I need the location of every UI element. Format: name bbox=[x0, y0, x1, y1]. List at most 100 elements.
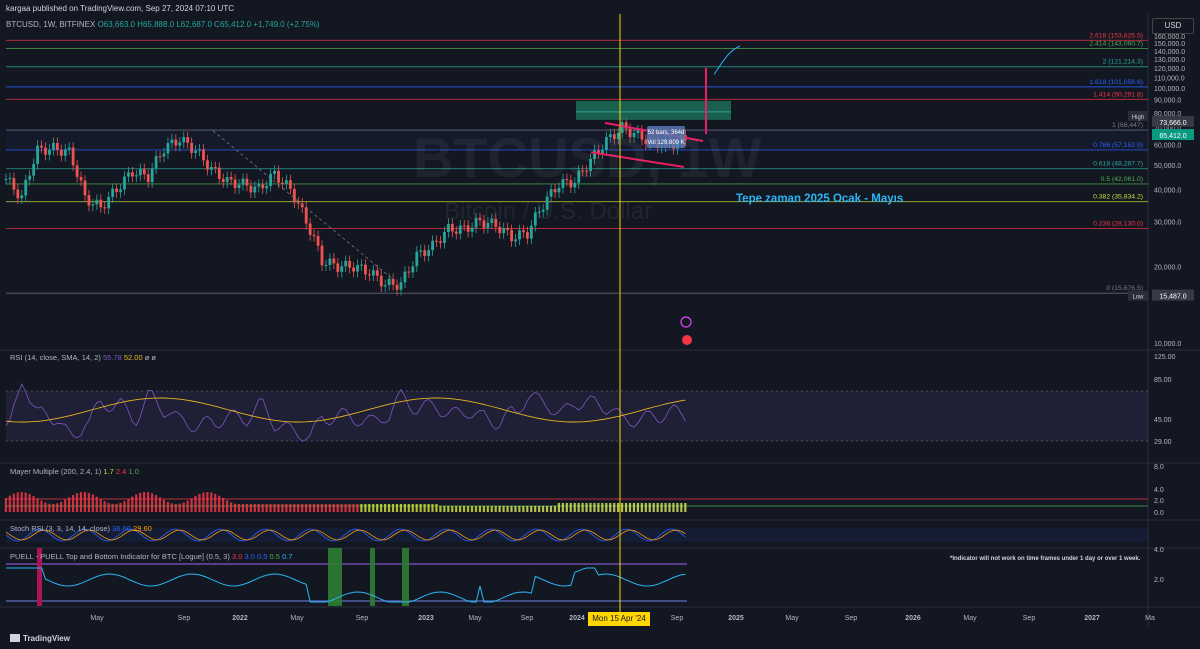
mayer-bar bbox=[154, 495, 158, 512]
fib-label: 1 (68,447) bbox=[1112, 122, 1143, 129]
mayer-bar bbox=[526, 506, 529, 512]
candle-body bbox=[261, 184, 265, 189]
mayer-bar bbox=[194, 495, 197, 512]
mayer-bar bbox=[182, 502, 185, 512]
currency-button[interactable]: USD bbox=[1152, 18, 1194, 34]
candle-body bbox=[585, 170, 589, 172]
mayer-bar bbox=[470, 506, 474, 512]
mayer-bar bbox=[316, 504, 320, 512]
mayer-tick-label: 8.0 bbox=[1154, 464, 1164, 471]
candle-body bbox=[577, 170, 581, 183]
mayer-label: Mayer Multiple (200, 2.4, 1) bbox=[10, 467, 102, 476]
watermark-title: BTCUSD, 1W bbox=[413, 126, 762, 189]
candle-body bbox=[281, 182, 284, 184]
candle-body bbox=[127, 172, 130, 177]
mayer-bar bbox=[644, 503, 647, 512]
candle-body bbox=[352, 267, 355, 272]
puell-note: *Indicator will not work on time frames … bbox=[950, 556, 1141, 562]
candle-body bbox=[107, 196, 111, 209]
mayer-bar bbox=[419, 504, 422, 512]
mayer-bar bbox=[395, 504, 399, 512]
candle-body bbox=[620, 122, 624, 133]
mayer-tick-label: 4.0 bbox=[1154, 487, 1164, 494]
mayer-bar bbox=[455, 506, 458, 512]
candle-body bbox=[371, 270, 375, 276]
open-value: O63,663.0 bbox=[97, 20, 135, 29]
candle-body bbox=[589, 158, 592, 171]
mayer-bar bbox=[656, 503, 659, 512]
candle-body bbox=[111, 188, 115, 197]
mayer-bar bbox=[577, 503, 580, 512]
projection-curve bbox=[713, 45, 741, 75]
mayer-bar bbox=[261, 504, 264, 512]
mayer-bar bbox=[8, 495, 11, 512]
low-price-tag-bg bbox=[1152, 289, 1194, 301]
mayer-bar bbox=[83, 492, 86, 512]
rsi-tick-label: 85.00 bbox=[1154, 377, 1172, 384]
candle-body bbox=[348, 260, 352, 268]
puell-tick-label: 2.0 bbox=[1154, 577, 1164, 584]
candle-body bbox=[24, 179, 28, 196]
candle-body bbox=[379, 275, 383, 287]
candle-body bbox=[217, 167, 221, 179]
candle-body bbox=[427, 250, 431, 256]
mayer-bar bbox=[123, 501, 126, 512]
mayer-bar bbox=[115, 503, 118, 512]
mayer-bar bbox=[490, 506, 493, 512]
candle-body bbox=[20, 195, 24, 199]
puell-bottom-zone bbox=[370, 548, 375, 606]
mayer-bar bbox=[75, 493, 79, 512]
time-axis-label: May bbox=[290, 615, 304, 622]
candle-body bbox=[423, 250, 427, 256]
mayer-bar bbox=[387, 504, 391, 512]
puell-v4: 0.5 bbox=[269, 552, 280, 561]
mayer-bar bbox=[87, 492, 90, 512]
mayer-bar bbox=[301, 504, 304, 512]
candle-body bbox=[182, 137, 186, 143]
candle-body bbox=[225, 177, 229, 183]
mayer-bar bbox=[545, 506, 549, 512]
mayer-bar bbox=[364, 504, 367, 512]
candle-body bbox=[265, 185, 269, 189]
low-price-tag: 15,487.0 bbox=[1159, 294, 1186, 301]
puell-line bbox=[6, 567, 686, 603]
mayer-bar bbox=[360, 504, 363, 512]
crosshair-date-label: Mon 15 Apr '24 bbox=[588, 612, 650, 626]
time-axis-label: 2022 bbox=[232, 615, 248, 622]
symbol-ohlc-line: BTCUSD, 1W, BITFINEX O63,663.0 H65,888.0… bbox=[6, 20, 320, 29]
mayer-bar bbox=[427, 504, 430, 512]
puell-legend: PUELL - PUELL Top and Bottom Indicator f… bbox=[10, 552, 293, 561]
price-tick-label: 70,000.0 bbox=[1154, 126, 1181, 133]
puell-v1: 3.0 bbox=[231, 552, 243, 561]
stoch-legend: Stoch RSI (3, 3, 14, 14, close) 36.60 29… bbox=[10, 524, 152, 533]
candle-body bbox=[166, 142, 170, 154]
candle-body bbox=[490, 218, 494, 223]
puell-bottom-zone bbox=[328, 548, 342, 606]
mayer-bar bbox=[447, 506, 450, 512]
candle-body bbox=[561, 179, 565, 188]
candle-body bbox=[233, 179, 237, 189]
info-vol-text: Vol 129.809 K bbox=[647, 140, 684, 146]
rsi-label: RSI (14, close, SMA, 14, 2) bbox=[10, 353, 101, 362]
candle-body bbox=[138, 168, 142, 176]
mayer-bar bbox=[218, 495, 221, 512]
mayer-bar bbox=[68, 497, 71, 512]
stoch-d-line bbox=[5, 529, 686, 541]
rsi-band bbox=[6, 391, 1148, 441]
candle-body bbox=[292, 188, 296, 203]
time-axis-label: May bbox=[468, 615, 482, 622]
mayer-bar bbox=[289, 504, 292, 512]
candle-body bbox=[28, 175, 32, 180]
high-price-tag-bg bbox=[1152, 115, 1194, 127]
mayer-bar bbox=[482, 506, 485, 512]
time-axis-label: 2023 bbox=[418, 615, 434, 622]
mayer-bar bbox=[451, 506, 454, 512]
mayer-bar bbox=[16, 492, 19, 512]
mayer-bar bbox=[245, 504, 248, 512]
candle-body bbox=[462, 225, 466, 227]
candle-body bbox=[269, 173, 273, 186]
candle-body bbox=[644, 139, 648, 145]
candle-body bbox=[628, 128, 632, 138]
candle-body bbox=[605, 137, 608, 150]
candle-body bbox=[450, 223, 454, 232]
